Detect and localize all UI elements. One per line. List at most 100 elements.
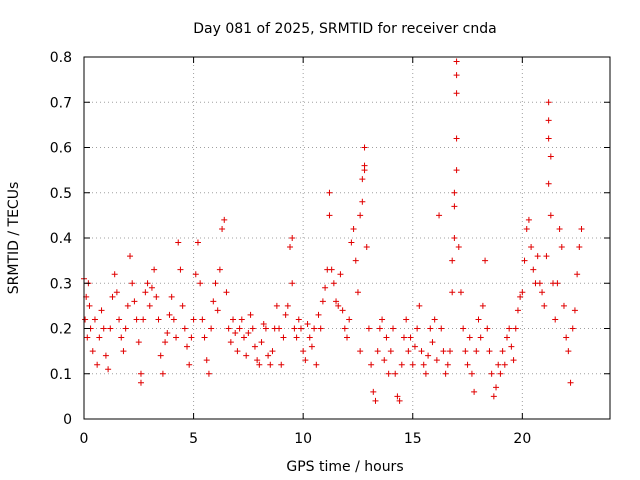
- data-point: [131, 298, 138, 305]
- data-point: [199, 316, 206, 323]
- data-point: [422, 370, 429, 377]
- data-point: [234, 348, 241, 355]
- data-point: [164, 330, 171, 337]
- data-point: [162, 339, 169, 346]
- data-point: [118, 334, 125, 341]
- data-point: [142, 289, 149, 296]
- data-point: [574, 271, 581, 278]
- data-point: [335, 302, 342, 309]
- data-point: [436, 212, 443, 219]
- axis-ticks: 0 0.1 0.2 0.3 0.4 0.5 0.6 0.7 0.8 0 5 10 15 20: [50, 50, 610, 447]
- data-point: [541, 302, 548, 309]
- data-point: [350, 225, 357, 232]
- data-point: [302, 357, 309, 364]
- data-point: [501, 361, 508, 368]
- data-point: [273, 302, 280, 309]
- data-point: [442, 370, 449, 377]
- data-point: [181, 325, 188, 332]
- data-point: [363, 244, 370, 251]
- data-point: [471, 388, 478, 395]
- x-tick-label: 5: [189, 431, 198, 447]
- y-tick-label: 0.8: [50, 50, 72, 66]
- data-point: [230, 316, 237, 323]
- data-point: [221, 216, 228, 223]
- chart-title: Day 081 of 2025, SRMTID for receiver cnd…: [193, 21, 496, 37]
- grid-lines: [84, 57, 610, 419]
- data-point: [333, 298, 340, 305]
- y-tick-label: 0.6: [50, 141, 72, 157]
- data-point: [184, 343, 191, 350]
- data-point: [460, 325, 467, 332]
- data-point: [120, 348, 127, 355]
- data-point: [493, 384, 500, 391]
- data-point: [354, 289, 361, 296]
- data-point: [497, 370, 504, 377]
- data-points: [81, 58, 585, 404]
- data-point: [547, 153, 554, 160]
- data-point: [247, 311, 254, 318]
- data-point: [124, 302, 131, 309]
- data-point: [240, 334, 247, 341]
- data-point: [565, 348, 572, 355]
- data-point: [547, 212, 554, 219]
- data-point: [578, 225, 585, 232]
- data-point: [361, 144, 368, 151]
- data-point: [289, 280, 296, 287]
- data-point: [232, 330, 239, 337]
- data-point: [94, 361, 101, 368]
- data-point: [109, 293, 116, 300]
- data-point: [414, 325, 421, 332]
- data-point: [159, 370, 166, 377]
- data-point: [317, 325, 324, 332]
- data-point: [269, 348, 276, 355]
- data-point: [429, 339, 436, 346]
- data-point: [96, 334, 103, 341]
- data-point: [420, 361, 427, 368]
- y-tick-label: 0.3: [50, 276, 72, 292]
- data-point: [473, 348, 480, 355]
- data-point: [440, 348, 447, 355]
- data-point: [330, 280, 337, 287]
- data-point: [190, 316, 197, 323]
- data-point: [243, 352, 250, 359]
- data-point: [383, 334, 390, 341]
- data-point: [100, 325, 107, 332]
- data-point: [385, 370, 392, 377]
- data-point: [194, 239, 201, 246]
- data-point: [556, 225, 563, 232]
- data-point: [256, 361, 263, 368]
- data-point: [137, 379, 144, 386]
- data-point: [517, 293, 524, 300]
- y-tick-label: 0.4: [50, 231, 72, 247]
- data-point: [370, 388, 377, 395]
- data-point: [431, 316, 438, 323]
- data-point: [539, 289, 546, 296]
- data-point: [135, 339, 142, 346]
- data-point: [168, 293, 175, 300]
- data-point: [140, 316, 147, 323]
- data-point: [449, 289, 456, 296]
- data-point: [98, 307, 105, 314]
- data-point: [357, 212, 364, 219]
- data-point: [306, 334, 313, 341]
- data-point: [89, 348, 96, 355]
- data-point: [223, 289, 230, 296]
- y-axis-label: SRMTID / TECUs: [6, 182, 22, 295]
- data-point: [361, 167, 368, 174]
- data-point: [381, 357, 388, 364]
- data-point: [490, 393, 497, 400]
- data-point: [359, 198, 366, 205]
- data-point: [447, 348, 454, 355]
- data-point: [245, 330, 252, 337]
- data-point: [525, 216, 532, 223]
- data-point: [407, 334, 414, 341]
- data-point: [86, 302, 93, 309]
- data-point: [508, 343, 515, 350]
- data-point: [284, 302, 291, 309]
- data-point: [365, 325, 372, 332]
- data-point: [297, 325, 304, 332]
- data-point: [477, 334, 484, 341]
- data-point: [116, 316, 123, 323]
- data-point: [545, 180, 552, 187]
- data-point: [479, 302, 486, 309]
